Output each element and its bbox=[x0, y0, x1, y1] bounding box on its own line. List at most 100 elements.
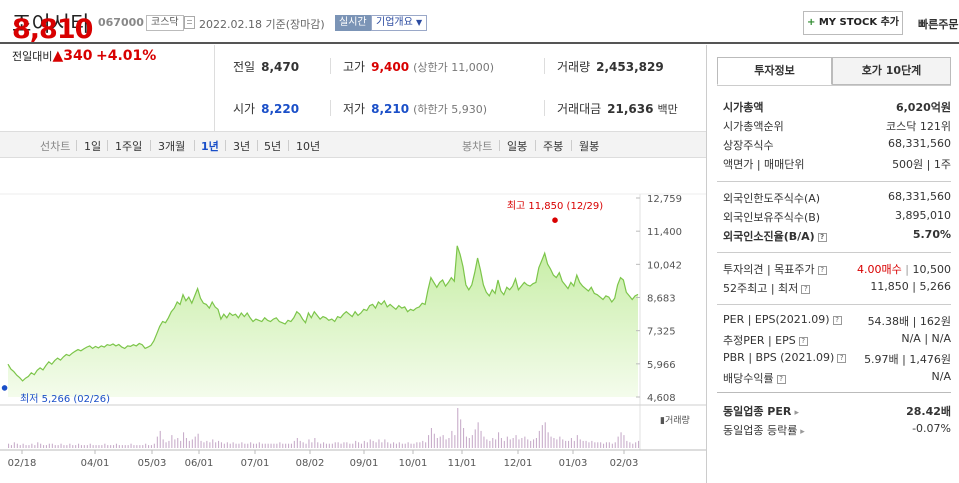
help-icon[interactable]: ? bbox=[817, 265, 827, 275]
volume-bar bbox=[594, 442, 596, 448]
dividend-value: N/A bbox=[931, 370, 951, 383]
help-icon[interactable]: ? bbox=[837, 353, 847, 363]
open-label: 시가 bbox=[233, 102, 256, 116]
volume-bar bbox=[293, 440, 295, 448]
help-icon[interactable]: ? bbox=[776, 374, 786, 384]
help-icon[interactable]: ? bbox=[801, 284, 811, 294]
volume-bar bbox=[363, 440, 365, 448]
volume-bar bbox=[544, 422, 546, 448]
volume-bar bbox=[579, 439, 581, 448]
high-marker bbox=[552, 217, 558, 223]
low-marker bbox=[1, 385, 8, 391]
volume-bar bbox=[556, 439, 558, 448]
volume-bar bbox=[442, 435, 444, 448]
volume-bar bbox=[153, 443, 155, 448]
volume-bar bbox=[468, 438, 470, 448]
period-tab-bar: 선차트 1일 1주일 3개월 1년 3년 5년 10년 봉차트 일봉 주봉 월봉 bbox=[0, 131, 706, 158]
volume-bar bbox=[582, 440, 584, 448]
volume-bar bbox=[608, 442, 610, 448]
tab-10year[interactable]: 10년 bbox=[296, 140, 321, 153]
volume-bar bbox=[591, 440, 593, 448]
per-value: 54.38배 | 162원 bbox=[867, 315, 951, 328]
volume-bar bbox=[503, 440, 505, 448]
change-value: 340 bbox=[63, 48, 93, 64]
x-tick-label: 08/02 bbox=[296, 458, 325, 469]
volume-bar bbox=[156, 436, 158, 448]
add-mystock-button[interactable]: + MY STOCK 추가 bbox=[803, 11, 903, 35]
volume-bar bbox=[28, 445, 30, 448]
volume-bar bbox=[19, 445, 21, 448]
tab-invest-info[interactable]: 투자정보 bbox=[717, 57, 832, 85]
tab-3month[interactable]: 3개월 bbox=[158, 140, 186, 153]
help-icon[interactable]: ? bbox=[817, 232, 827, 242]
volume-bar bbox=[121, 445, 123, 448]
company-overview-button[interactable]: 기업개요 ▼ bbox=[371, 15, 428, 31]
tab-1week[interactable]: 1주일 bbox=[115, 140, 143, 153]
tab-weekly[interactable]: 주봉 bbox=[543, 140, 564, 153]
change-percent: +4.01% bbox=[96, 48, 157, 64]
volume-bar bbox=[22, 443, 24, 448]
volume-bar bbox=[223, 443, 225, 448]
volume-bar bbox=[550, 436, 552, 448]
volume-bar bbox=[185, 438, 187, 448]
volume-bar bbox=[521, 438, 523, 448]
tab-1day[interactable]: 1일 bbox=[84, 140, 102, 153]
quick-order-link[interactable]: 빠른주문 bbox=[918, 18, 959, 31]
prev-label: 전일 bbox=[233, 60, 256, 74]
quote-open: 시가 8,220 bbox=[233, 100, 299, 117]
volume-bar bbox=[63, 445, 65, 448]
price-line bbox=[7, 245, 639, 382]
chevron-right-icon: ▸ bbox=[797, 427, 805, 437]
volume-bar bbox=[203, 442, 205, 448]
volume-bar bbox=[375, 442, 377, 448]
quote-volume: 거래량 2,453,829 bbox=[557, 58, 664, 75]
low-label: 저가 bbox=[343, 102, 366, 116]
y-tick-label: 11,400 bbox=[647, 227, 682, 238]
tab-3year[interactable]: 3년 bbox=[233, 140, 251, 153]
volume-bar bbox=[617, 436, 619, 448]
volume-bar bbox=[600, 442, 602, 448]
volume-bar bbox=[576, 435, 578, 448]
volume-bar bbox=[433, 433, 435, 448]
volume-bar bbox=[104, 443, 106, 448]
volume-bar bbox=[495, 439, 497, 448]
price-box bbox=[0, 45, 215, 131]
tab-daily[interactable]: 일봉 bbox=[507, 140, 528, 153]
volume-bar bbox=[334, 442, 336, 448]
volume-bar bbox=[355, 440, 357, 448]
high-label: 고가 bbox=[343, 60, 366, 74]
realtime-badge[interactable]: 실시간 bbox=[335, 15, 371, 31]
tab-1year[interactable]: 1년 bbox=[201, 140, 219, 153]
tab-5year[interactable]: 5년 bbox=[264, 140, 282, 153]
volume-bar bbox=[553, 438, 555, 448]
company-overview-label: 기업개요 bbox=[376, 17, 413, 28]
tab-monthly[interactable]: 월봉 bbox=[579, 140, 600, 153]
y-tick-label: 5,966 bbox=[647, 360, 676, 371]
line-chart-label[interactable]: 선차트 bbox=[40, 140, 71, 153]
help-icon[interactable]: ? bbox=[798, 336, 808, 346]
up-arrow-icon: ▲ bbox=[52, 48, 64, 64]
volume-bar bbox=[258, 442, 260, 448]
volume-bar bbox=[626, 440, 628, 448]
price-chart[interactable]: 최고 11,850 (12/29) 최저 5,266 (02/26) ▮거래량 0… bbox=[0, 160, 706, 483]
industry-change-label: 동일업종 등락률 ▸ bbox=[723, 424, 805, 437]
tab-orderbook[interactable]: 호가 10단계 bbox=[832, 57, 951, 85]
current-price: 8,810 bbox=[12, 14, 93, 45]
foreign-ratio-label: 외국인소진율(B/A)? bbox=[723, 228, 827, 244]
volume-bar bbox=[317, 442, 319, 448]
listed-shares-label: 상장주식수 bbox=[723, 139, 774, 152]
volume-bar bbox=[133, 445, 135, 448]
volume-bar bbox=[261, 443, 263, 448]
high-label: 최고 11,850 (12/29) bbox=[507, 200, 603, 212]
candle-chart-label[interactable]: 봉차트 bbox=[462, 140, 493, 153]
foreign-limit-label: 외국인한도주식수(A) bbox=[723, 192, 821, 205]
upper-limit: (상한가 11,000) bbox=[413, 61, 494, 74]
market-badge: 코스닥 bbox=[146, 15, 184, 31]
volume-bar bbox=[463, 428, 465, 448]
volume-bar bbox=[632, 443, 634, 448]
document-icon[interactable] bbox=[184, 16, 195, 29]
par-value-value: 500원 | 1주 bbox=[892, 158, 951, 171]
help-icon[interactable]: ? bbox=[832, 315, 842, 325]
volume-bar bbox=[279, 442, 281, 448]
x-tick-label: 10/01 bbox=[399, 458, 428, 469]
